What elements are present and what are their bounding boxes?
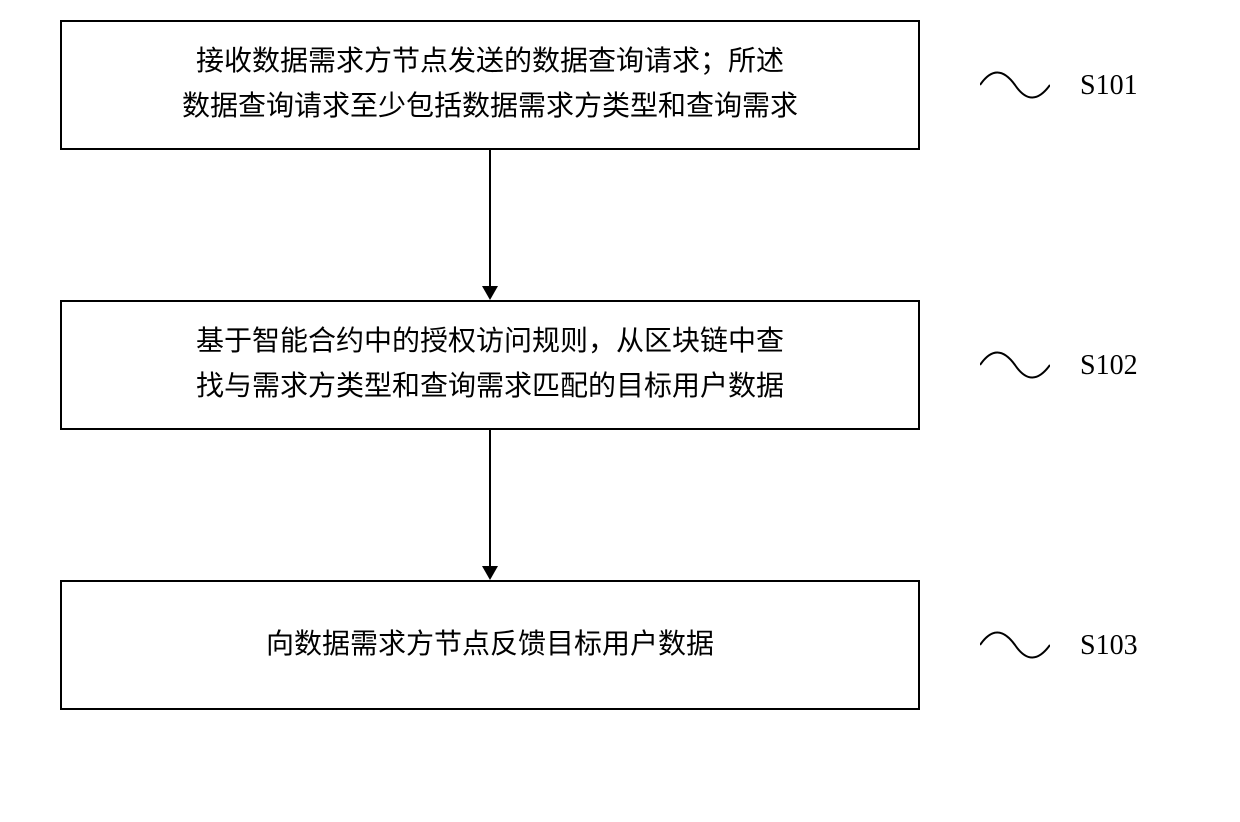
flowchart-container: 接收数据需求方节点发送的数据查询请求；所述 数据查询请求至少包括数据需求方类型和…	[0, 0, 1240, 822]
text-line: 向数据需求方节点反馈目标用户数据	[266, 629, 714, 660]
box-text: 向数据需求方节点反馈目标用户数据	[266, 623, 714, 668]
text-line: 接收数据需求方节点发送的数据查询请求；所述	[196, 46, 784, 77]
text-line: 基于智能合约中的授权访问规则，从区块链中查	[196, 326, 784, 357]
arrow-head-icon	[482, 566, 498, 580]
box-text: 接收数据需求方节点发送的数据查询请求；所述 数据查询请求至少包括数据需求方类型和…	[182, 40, 798, 130]
step-label-s103: S103	[1080, 630, 1138, 662]
step-label-s101: S101	[1080, 70, 1138, 102]
flowchart-box-s103: 向数据需求方节点反馈目标用户数据	[60, 580, 920, 710]
flowchart-box-s102: 基于智能合约中的授权访问规则，从区块链中查 找与需求方类型和查询需求匹配的目标用…	[60, 300, 920, 430]
arrow-line	[489, 150, 491, 286]
text-line: 数据查询请求至少包括数据需求方类型和查询需求	[182, 91, 798, 122]
box-text: 基于智能合约中的授权访问规则，从区块链中查 找与需求方类型和查询需求匹配的目标用…	[196, 320, 784, 410]
curve-connector	[980, 60, 1050, 110]
arrow-head-icon	[482, 286, 498, 300]
step-label-s102: S102	[1080, 350, 1138, 382]
curve-connector	[980, 340, 1050, 390]
arrow-line	[489, 430, 491, 566]
text-line: 找与需求方类型和查询需求匹配的目标用户数据	[196, 371, 784, 402]
flowchart-box-s101: 接收数据需求方节点发送的数据查询请求；所述 数据查询请求至少包括数据需求方类型和…	[60, 20, 920, 150]
curve-connector	[980, 620, 1050, 670]
